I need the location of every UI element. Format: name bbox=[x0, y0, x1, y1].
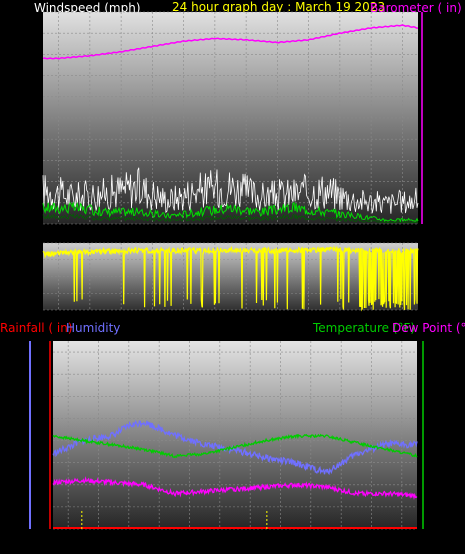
humidity-series bbox=[52, 419, 418, 529]
windspeed-label: Windspeed (mph) bbox=[34, 1, 141, 15]
wind-gust-line bbox=[42, 167, 419, 214]
humidity-line bbox=[52, 419, 418, 476]
temperature-label: Temperature (°F) bbox=[312, 321, 415, 335]
humidity-plot-area bbox=[53, 341, 417, 529]
barometer-label: Barometer ( in) bbox=[370, 1, 462, 15]
humidity-label: Humidity bbox=[66, 321, 120, 335]
direction-grid bbox=[43, 242, 418, 311]
rainfall-label: Rainfall ( in) bbox=[0, 321, 73, 335]
direction-series bbox=[42, 245, 419, 312]
barometer-line bbox=[42, 24, 419, 60]
humidity-axis-ticks bbox=[29, 341, 424, 529]
wind-series bbox=[42, 24, 419, 224]
wind-direction-line bbox=[42, 245, 419, 312]
temperature-line bbox=[52, 433, 418, 459]
wind-average-line bbox=[42, 201, 419, 223]
dewpoint-line bbox=[52, 476, 418, 501]
dewpoint-label: Dew Point (°F) bbox=[392, 321, 465, 335]
graph-title: 24 hour graph day : March 19 2023 bbox=[172, 0, 385, 14]
wind-low-line bbox=[42, 212, 419, 224]
